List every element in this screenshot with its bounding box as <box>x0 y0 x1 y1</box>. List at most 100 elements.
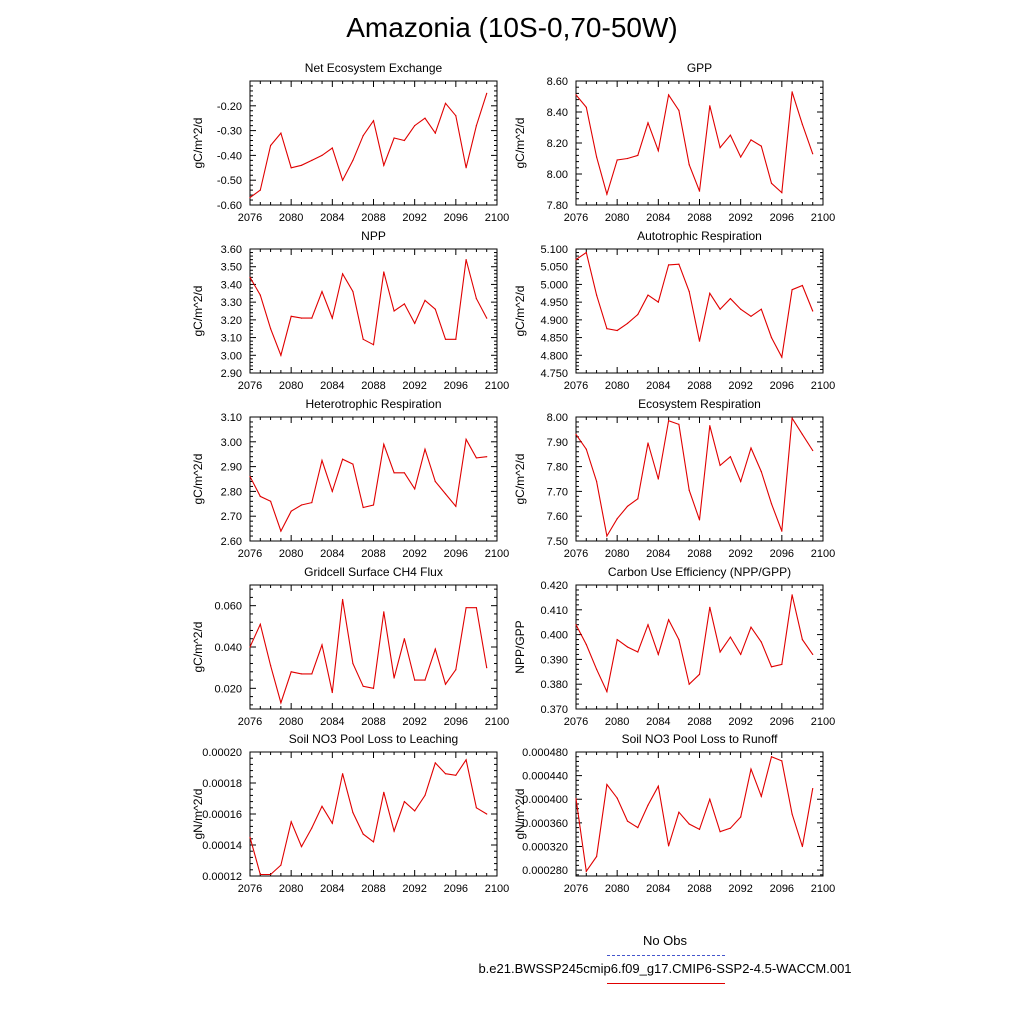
y-tick-label: 0.00018 <box>202 778 242 790</box>
series-line <box>249 599 488 705</box>
data-point <box>270 873 272 876</box>
data-point <box>249 646 251 648</box>
data-point <box>249 276 251 278</box>
data-point <box>475 457 477 459</box>
data-point <box>801 284 804 287</box>
plot-frame <box>575 248 824 374</box>
data-point <box>575 94 577 96</box>
data-point <box>709 606 711 608</box>
x-tick-label: 2100 <box>485 548 509 560</box>
x-tick-label: 2076 <box>238 380 262 392</box>
x-tick-label: 2080 <box>279 380 303 392</box>
data-point <box>719 147 721 149</box>
x-tick-label: 2096 <box>770 548 794 560</box>
data-point <box>465 438 467 440</box>
y-tick-label: 0.060 <box>214 601 242 613</box>
data-point <box>740 308 742 310</box>
data-point <box>760 145 762 147</box>
data-point <box>290 167 292 169</box>
y-tick-label: -0.50 <box>217 175 242 187</box>
panel-title: Heterotrophic Respiration <box>305 397 441 411</box>
data-point <box>414 679 416 681</box>
data-point <box>698 519 701 521</box>
data-point <box>352 159 354 161</box>
data-point <box>596 855 598 858</box>
data-point <box>678 639 680 641</box>
data-point <box>781 356 783 358</box>
y-axis-label: gC/m^2/d <box>191 118 205 169</box>
data-point <box>444 773 447 775</box>
panel-title: NPP <box>361 229 386 243</box>
x-tick-label: 2092 <box>728 883 752 895</box>
data-point <box>455 505 457 507</box>
x-tick-label: 2080 <box>605 380 629 392</box>
panel-title: Autotrophic Respiration <box>637 229 762 243</box>
x-tick-label: 2084 <box>320 548 344 560</box>
y-tick-label: 5.050 <box>540 262 568 274</box>
y-tick-label: 3.10 <box>221 412 242 424</box>
data-point <box>249 197 251 199</box>
data-point <box>740 480 742 483</box>
data-point <box>352 662 354 665</box>
x-tick-label: 2100 <box>811 212 835 224</box>
y-tick-label: -0.30 <box>217 126 242 138</box>
data-point <box>311 159 313 161</box>
data-point <box>585 870 587 872</box>
data-point <box>393 472 395 474</box>
data-point <box>596 156 598 158</box>
x-tick-label: 2088 <box>687 548 711 560</box>
data-point <box>270 500 272 502</box>
data-point <box>719 464 721 466</box>
x-tick-label: 2080 <box>605 883 629 895</box>
data-point <box>575 259 577 261</box>
data-point <box>444 683 447 685</box>
y-tick-label: 3.50 <box>221 262 242 274</box>
y-tick-label: 0.390 <box>540 654 568 666</box>
data-point <box>688 823 690 825</box>
x-tick-label: 2100 <box>485 883 509 895</box>
data-point <box>362 685 364 687</box>
y-axis-label: gC/m^2/d <box>513 454 527 505</box>
x-tick-label: 2092 <box>402 883 426 895</box>
y-tick-label: 3.60 <box>221 244 242 256</box>
x-tick-label: 2084 <box>646 883 670 895</box>
y-tick-label: 0.020 <box>214 683 242 695</box>
data-point <box>383 443 385 445</box>
data-point <box>791 289 793 291</box>
y-tick-label: 0.000360 <box>522 818 568 830</box>
data-point <box>352 290 354 293</box>
data-point <box>801 845 804 848</box>
data-point <box>575 624 577 626</box>
data-point <box>300 317 303 319</box>
data-point <box>424 448 426 450</box>
data-point <box>750 447 752 449</box>
data-point <box>362 833 364 835</box>
data-point <box>403 303 405 305</box>
x-tick-label: 2096 <box>770 716 794 728</box>
data-point <box>750 626 752 628</box>
data-point <box>475 607 477 609</box>
x-tick-label: 2096 <box>770 883 794 895</box>
data-point <box>729 827 732 829</box>
x-tick-label: 2088 <box>361 716 385 728</box>
y-tick-label: -0.20 <box>217 101 242 113</box>
data-point <box>812 153 814 155</box>
y-tick-label: 0.00012 <box>202 871 242 883</box>
data-point <box>311 317 313 319</box>
data-point <box>270 665 272 667</box>
data-point <box>362 135 364 137</box>
y-tick-label: 0.420 <box>540 580 568 592</box>
panel-title: Soil NO3 Pool Loss to Leaching <box>289 732 458 746</box>
data-point <box>259 189 261 191</box>
data-point <box>626 157 629 160</box>
data-point <box>729 456 732 458</box>
data-point <box>249 475 251 478</box>
x-tick-label: 2092 <box>402 212 426 224</box>
legend-obs-label: No Obs <box>642 933 688 948</box>
data-point <box>688 683 690 685</box>
series-line <box>575 755 814 873</box>
data-point <box>596 294 598 296</box>
plot-frame <box>249 751 498 877</box>
x-tick-label: 2080 <box>279 212 303 224</box>
